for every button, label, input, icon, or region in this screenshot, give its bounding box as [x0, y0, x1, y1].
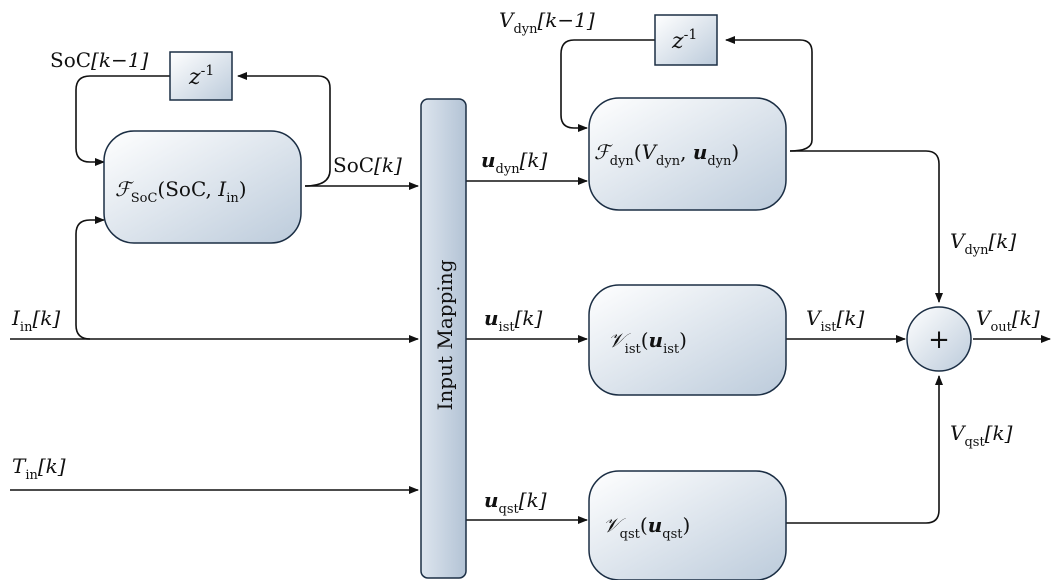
dyn-function-block: ℱdyn(Vdyn, udyn)	[588, 97, 787, 211]
delay-block-dyn: z-1	[654, 14, 718, 66]
wire-vqst-to-sum	[785, 375, 943, 524]
label-vdyn-prev: Vdyn[k−1]	[499, 8, 595, 37]
input-mapping-label: Input Mapping	[433, 259, 457, 410]
label-vist: Vist[k]	[806, 306, 864, 335]
wire-dyn-feedback-out	[725, 36, 813, 152]
svg-text:ℱSoC(SoC, Iin): ℱSoC(SoC, Iin)	[115, 177, 247, 206]
label-udyn: udyn[k]	[481, 148, 548, 177]
delay-block-soc: z-1	[169, 51, 233, 101]
label-vout: Vout[k]	[976, 306, 1040, 335]
svg-text:z-1: z-1	[188, 63, 214, 90]
sum-junction: +	[906, 306, 972, 372]
label-uist: uist[k]	[484, 306, 543, 335]
wire-iin-to-soc	[75, 216, 105, 340]
label-tin: Tin[k]	[12, 454, 66, 483]
wire-soc-output	[237, 72, 331, 187]
label-uqst: uqst[k]	[484, 488, 547, 517]
wire-dyn-feedback-in	[560, 39, 655, 132]
svg-text:ℱdyn(Vdyn, udyn): ℱdyn(Vdyn, udyn)	[594, 140, 739, 169]
label-vqst: Vqst[k]	[950, 421, 1013, 450]
wire-soc-feedback	[75, 75, 170, 166]
input-mapping-block: Input Mapping	[420, 98, 467, 579]
label-vdyn: Vdyn[k]	[950, 229, 1016, 258]
svg-text:z-1: z-1	[671, 27, 697, 54]
soc-function-block: ℱSoC(SoC, Iin)	[103, 130, 302, 244]
wires	[10, 36, 1051, 524]
label-soc-k: SoC[k]	[333, 153, 402, 177]
ist-function-block: 𝒱ist(uist)	[588, 284, 787, 396]
wire-vdyn-to-sum	[790, 150, 943, 303]
qst-function-block: 𝒱qst(uqst)	[588, 470, 787, 580]
plus-icon: +	[928, 325, 950, 355]
label-soc-prev: SoC[k−1]	[50, 48, 148, 72]
label-iin: Iin[k]	[11, 306, 60, 335]
